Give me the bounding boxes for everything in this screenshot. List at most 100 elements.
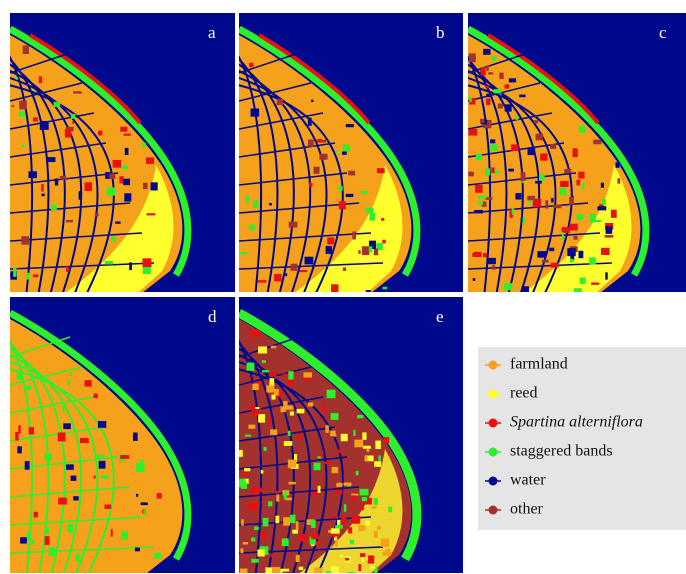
patch — [274, 389, 279, 396]
patch — [473, 278, 476, 281]
patch — [488, 258, 496, 264]
patch — [366, 208, 374, 213]
patch — [263, 518, 269, 526]
patch — [248, 502, 257, 510]
patch — [605, 235, 614, 238]
patch — [383, 287, 388, 290]
patch — [519, 95, 525, 98]
patch — [146, 157, 154, 163]
patch — [582, 183, 584, 189]
patch — [354, 440, 363, 448]
patch — [361, 191, 368, 194]
patch — [285, 405, 294, 409]
patch — [593, 220, 601, 222]
patch — [381, 218, 384, 221]
patch — [322, 405, 325, 413]
patch — [271, 346, 276, 349]
patch — [242, 472, 247, 476]
patch — [67, 380, 70, 385]
patch — [292, 530, 298, 534]
patch — [272, 567, 280, 574]
patch — [142, 258, 151, 267]
patch — [569, 224, 578, 231]
patch — [373, 498, 378, 505]
patch — [332, 467, 338, 473]
patch — [34, 512, 38, 518]
patch — [19, 101, 27, 110]
patch — [314, 167, 320, 174]
patch — [574, 288, 582, 295]
patch — [253, 200, 258, 208]
map-panel — [229, 297, 463, 574]
patch — [62, 406, 64, 411]
patch — [120, 455, 129, 459]
patch — [321, 452, 324, 458]
patch — [289, 482, 296, 485]
patch — [261, 470, 264, 473]
patch — [564, 169, 571, 173]
patch — [29, 427, 34, 434]
patch — [338, 449, 342, 453]
patch — [274, 274, 281, 281]
panel-label: e — [436, 307, 444, 326]
patch — [257, 549, 264, 556]
panel-label: d — [208, 307, 217, 326]
patch — [135, 548, 140, 552]
patch — [551, 198, 553, 203]
map-panel — [458, 13, 686, 300]
patch — [49, 547, 55, 556]
patch — [368, 555, 374, 563]
patch — [335, 525, 343, 529]
patch — [13, 268, 16, 277]
patch — [111, 529, 113, 536]
patch — [478, 202, 483, 205]
patch — [296, 555, 300, 562]
legend-label: reed — [510, 385, 538, 402]
patch — [486, 98, 491, 105]
patch — [362, 432, 366, 439]
patch — [270, 429, 277, 435]
patch — [539, 174, 545, 180]
patch — [317, 139, 322, 143]
patch — [485, 86, 489, 88]
patch — [290, 264, 297, 271]
patch — [41, 184, 43, 191]
patch — [250, 329, 259, 337]
patch — [33, 274, 39, 277]
patch — [314, 463, 321, 470]
patch — [348, 527, 352, 533]
patch — [12, 105, 15, 107]
patch — [67, 524, 73, 533]
patch — [374, 249, 378, 256]
map-panel — [0, 297, 235, 574]
legend-marker — [489, 390, 498, 399]
patch — [330, 431, 335, 437]
patch — [104, 505, 111, 509]
patch — [474, 210, 483, 213]
legend-label: other — [510, 501, 544, 518]
patch — [101, 475, 109, 478]
patch — [252, 410, 259, 416]
patch — [617, 178, 620, 183]
patch — [522, 286, 529, 295]
patch — [123, 532, 125, 539]
patch — [115, 222, 120, 224]
patch — [608, 293, 614, 300]
patch — [516, 115, 519, 120]
patch — [250, 405, 255, 410]
patch — [327, 237, 334, 244]
patch — [299, 270, 307, 272]
patch — [492, 265, 495, 269]
patch — [326, 246, 332, 254]
patch — [344, 504, 346, 511]
legend-marker — [489, 506, 498, 515]
patch — [16, 77, 19, 80]
patch — [147, 213, 156, 215]
patch — [352, 495, 356, 501]
patch — [605, 272, 607, 279]
patch — [308, 140, 314, 147]
patch — [488, 72, 493, 74]
patch — [269, 417, 271, 424]
patch — [360, 504, 364, 511]
patch — [522, 218, 525, 223]
